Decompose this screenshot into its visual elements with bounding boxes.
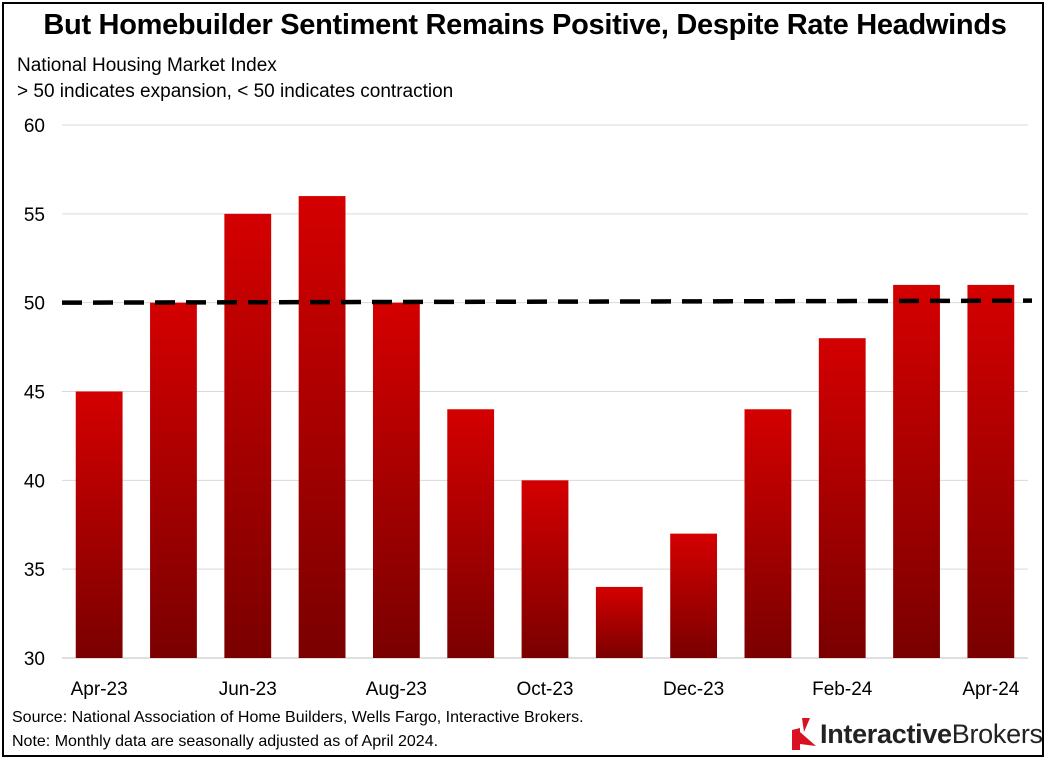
logo-word-bold: Interactive <box>820 718 952 749</box>
y-tick-label: 55 <box>24 205 45 226</box>
bar-nov-23 <box>595 586 643 658</box>
bar-jul-23 <box>298 196 346 659</box>
bar-dec-23 <box>670 533 718 658</box>
bar-oct-23 <box>521 480 569 658</box>
interactive-brokers-logo: InteractiveBrokers <box>790 712 1043 756</box>
y-tick-label: 40 <box>24 471 45 492</box>
logo-wordmark: InteractiveBrokers <box>820 719 1043 750</box>
reference-line-50 <box>61 298 1033 305</box>
chart-title: But Homebuilder Sentiment Remains Positi… <box>43 9 1007 41</box>
x-tick-label: Jun-23 <box>219 679 277 700</box>
data-note: Note: Monthly data are seasonally adjust… <box>12 733 439 750</box>
bar-may-23 <box>150 302 197 658</box>
source-note: Source: National Association of Home Bui… <box>12 709 584 726</box>
y-tick-label: 45 <box>24 383 45 404</box>
logo-mark-icon <box>792 718 816 750</box>
y-tick-label: 60 <box>24 116 45 137</box>
x-tick-label: Oct-23 <box>516 679 573 700</box>
bar-feb-24 <box>818 338 866 658</box>
reference-line-group <box>61 298 1033 305</box>
bar-aug-23 <box>372 302 420 658</box>
bar-jan-24 <box>744 409 792 658</box>
y-tick-label: 35 <box>24 560 45 581</box>
y-axis-ticks: 30 35 40 45 50 55 60 <box>24 116 45 670</box>
logo-word-regular: Brokers <box>951 718 1043 749</box>
x-axis-ticks: Apr-23 Jun-23 Aug-23 Oct-23 Dec-23 Feb-24 Apr-… <box>71 679 1020 700</box>
bar-apr-23 <box>75 391 123 658</box>
x-tick-label: Apr-23 <box>71 679 128 700</box>
bar-mar-24 <box>893 284 940 658</box>
y-tick-label: 50 <box>24 294 45 315</box>
chart-subtitle-line-1: National Housing Market Index <box>17 55 277 76</box>
bar-apr-24 <box>967 284 1015 658</box>
bar-sep-23 <box>447 409 495 658</box>
x-tick-label: Apr-24 <box>962 679 1019 700</box>
x-tick-label: Feb-24 <box>812 679 873 700</box>
x-tick-label: Aug-23 <box>366 679 427 700</box>
y-tick-label: 30 <box>24 649 45 670</box>
x-tick-label: Dec-23 <box>663 679 724 700</box>
chart-subtitle-line-2: > 50 indicates expansion, < 50 indicates… <box>17 81 454 102</box>
bar-jun-23 <box>224 213 272 659</box>
bars <box>75 196 1015 659</box>
